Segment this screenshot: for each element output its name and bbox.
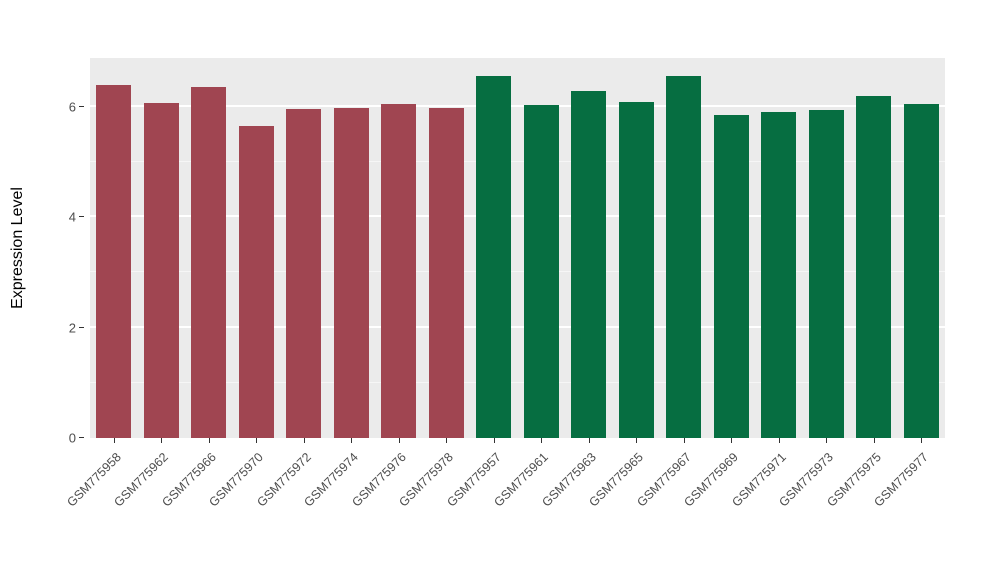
x-axis-slot: GSM775969 (682, 438, 756, 558)
x-axis-slot: GSM775975 (824, 438, 898, 558)
bar-GSM775973 (808, 110, 844, 438)
x-tick-mark (493, 438, 495, 443)
x-tick-mark (351, 438, 353, 443)
bar-slot (138, 58, 186, 438)
y-tick-label: 4 (68, 209, 76, 225)
y-tick-label: 2 (68, 320, 76, 336)
x-tick-mark (208, 438, 210, 443)
x-axis-slot: GSM775967 (634, 438, 708, 558)
bar-slot (90, 58, 138, 438)
x-tick-mark (826, 438, 828, 443)
y-tick-mark (79, 216, 84, 218)
bar-GSM775974 (333, 107, 369, 438)
x-axis: GSM775958 GSM775962 GSM775966 GSM775970 GSM7… (64, 438, 946, 558)
x-tick-mark (446, 438, 448, 443)
bar-GSM775958 (96, 84, 132, 438)
x-axis-slot: GSM775965 (587, 438, 661, 558)
x-axis-slot: GSM775963 (539, 438, 613, 558)
x-tick-mark (588, 438, 590, 443)
bar-slot (755, 58, 803, 438)
y-tick-label: 0 (68, 430, 76, 446)
x-tick-mark (541, 438, 543, 443)
x-tick-mark (683, 438, 685, 443)
bar-GSM775963 (571, 91, 607, 438)
y-tick-label: 6 (68, 99, 76, 115)
x-axis-slot: GSM775974 (302, 438, 376, 558)
bar-slot (423, 58, 471, 438)
x-tick-mark (778, 438, 780, 443)
x-tick-mark (161, 438, 163, 443)
x-tick-mark (636, 438, 638, 443)
bar-GSM775966 (191, 87, 227, 438)
x-tick-mark (256, 438, 258, 443)
bar-GSM775972 (286, 109, 322, 438)
bar-GSM775962 (143, 102, 179, 438)
x-axis-slot: GSM775977 (872, 438, 946, 558)
x-axis-slot: GSM775961 (492, 438, 566, 558)
x-axis-slot: GSM775958 (64, 438, 138, 558)
y-tick-mark (79, 105, 84, 107)
x-axis-slot: GSM775978 (397, 438, 471, 558)
bar-GSM775975 (856, 95, 892, 438)
x-axis-slot: GSM775957 (444, 438, 518, 558)
bar-slot (898, 58, 946, 438)
x-tick-mark (398, 438, 400, 443)
gridline-major (90, 104, 945, 107)
bar-slot (850, 58, 898, 438)
y-tick-mark (79, 326, 84, 328)
x-axis-slot: GSM775972 (254, 438, 328, 558)
bar-slot (185, 58, 233, 438)
bar-GSM775976 (381, 103, 417, 438)
gridline-major (90, 325, 945, 328)
bar-GSM775957 (476, 76, 512, 438)
x-axis-slot: GSM775971 (729, 438, 803, 558)
bar-GSM775971 (761, 112, 797, 438)
bar-GSM775970 (238, 125, 274, 438)
bars-layer (90, 58, 945, 438)
bar-slot (803, 58, 851, 438)
bar-GSM775969 (713, 114, 749, 438)
bar-slot (375, 58, 423, 438)
x-tick-label-GSM775958: GSM775958 (64, 450, 124, 510)
x-tick-mark (731, 438, 733, 443)
bar-slot (565, 58, 613, 438)
gridline-minor (90, 271, 945, 273)
bar-slot (470, 58, 518, 438)
x-axis-slot: GSM775970 (207, 438, 280, 558)
y-axis: 0 2 4 6 (0, 58, 90, 445)
bar-slot (660, 58, 708, 438)
bar-slot (233, 58, 281, 438)
x-tick-mark (303, 438, 305, 443)
bar-GSM775977 (903, 103, 939, 438)
bar-slot (708, 58, 756, 438)
bar-GSM775961 (523, 104, 559, 438)
bar-slot (328, 58, 376, 438)
x-tick-mark (873, 438, 875, 443)
x-axis-slot: GSM775976 (349, 438, 423, 558)
bar-slot (613, 58, 661, 438)
gridline-major (90, 215, 945, 218)
x-axis-slot: GSM775966 (159, 438, 233, 558)
x-axis-slot: GSM775973 (777, 438, 851, 558)
x-tick-mark (113, 438, 115, 443)
bar-slot (518, 58, 566, 438)
bar-slot (280, 58, 328, 438)
y-tick-mark (79, 437, 84, 438)
x-tick-mark (921, 438, 923, 443)
bar-GSM775978 (428, 107, 464, 438)
gridline-minor (90, 381, 945, 383)
bar-GSM775965 (618, 102, 654, 438)
bar-GSM775967 (666, 76, 702, 438)
gridline-minor (90, 160, 945, 162)
plot-panel (90, 58, 945, 438)
x-axis-slot: GSM775962 (112, 438, 186, 558)
